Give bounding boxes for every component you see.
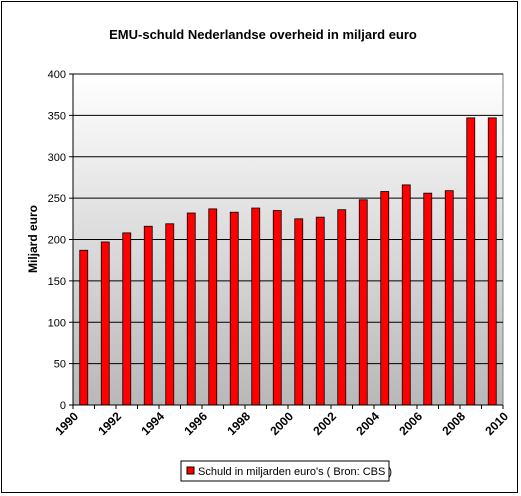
bar-1992 bbox=[122, 232, 132, 406]
bar-2000 bbox=[294, 218, 304, 406]
y-tick-label: 200 bbox=[48, 235, 66, 247]
bar-2008 bbox=[466, 117, 476, 406]
bar-1999 bbox=[272, 210, 282, 406]
bar-2002 bbox=[337, 209, 347, 406]
y-tick-label: 400 bbox=[48, 69, 66, 81]
x-tick-label: 2008 bbox=[439, 409, 468, 438]
x-tick-label: 1996 bbox=[181, 409, 210, 438]
x-tick-label: 1994 bbox=[138, 409, 167, 438]
y-axis-ticks: 0 50 100 150 200 250 300 350 400 bbox=[48, 69, 73, 412]
bar-1997 bbox=[229, 211, 239, 406]
bar-2007 bbox=[444, 190, 454, 406]
bar-1996 bbox=[208, 208, 218, 406]
bar-2005 bbox=[401, 184, 411, 406]
y-tick-label: 100 bbox=[48, 317, 66, 329]
bar-1994 bbox=[165, 223, 175, 406]
bar-1991 bbox=[100, 241, 110, 406]
legend-box bbox=[180, 460, 390, 482]
x-tick-label: 1992 bbox=[95, 409, 124, 438]
legend-label: Schuld in miljarden euro's ( Bron: CBS ) bbox=[198, 466, 392, 478]
bar-2006 bbox=[423, 192, 433, 406]
legend-swatch bbox=[186, 466, 195, 475]
bar-2009 bbox=[487, 117, 497, 406]
x-tick-label: 2004 bbox=[353, 409, 382, 438]
x-tick-label: 2000 bbox=[267, 409, 296, 438]
x-tick-label: 2006 bbox=[396, 409, 425, 438]
y-tick-label: 300 bbox=[48, 152, 66, 164]
x-tick-label: 2002 bbox=[310, 409, 339, 438]
x-tick-label: 1998 bbox=[224, 409, 253, 438]
x-axis-ticks: 1990 1992 1994 1996 1998 2000 2002 2004 2006 2008… bbox=[52, 405, 511, 438]
y-tick-label: 0 bbox=[60, 400, 66, 412]
bar-2001 bbox=[315, 216, 325, 406]
y-tick-label: 150 bbox=[48, 276, 66, 288]
bar-1993 bbox=[143, 225, 153, 406]
chart-title: EMU-schuld Nederlandse overheid in milja… bbox=[109, 27, 417, 42]
bar-1995 bbox=[186, 212, 196, 406]
bar-2003 bbox=[358, 199, 368, 406]
bar-2004 bbox=[380, 191, 390, 406]
x-tick-label: 2010 bbox=[482, 409, 511, 438]
y-axis-label: Miljard euro bbox=[26, 205, 40, 273]
x-tick-label: 1990 bbox=[52, 409, 81, 438]
legend: Schuld in miljarden euro's ( Bron: CBS ) bbox=[180, 460, 392, 482]
bar-1990 bbox=[79, 249, 89, 406]
y-tick-label: 50 bbox=[54, 359, 66, 371]
y-tick-label: 250 bbox=[48, 193, 66, 205]
bar-1998 bbox=[251, 207, 261, 406]
y-tick-label: 350 bbox=[48, 110, 66, 122]
